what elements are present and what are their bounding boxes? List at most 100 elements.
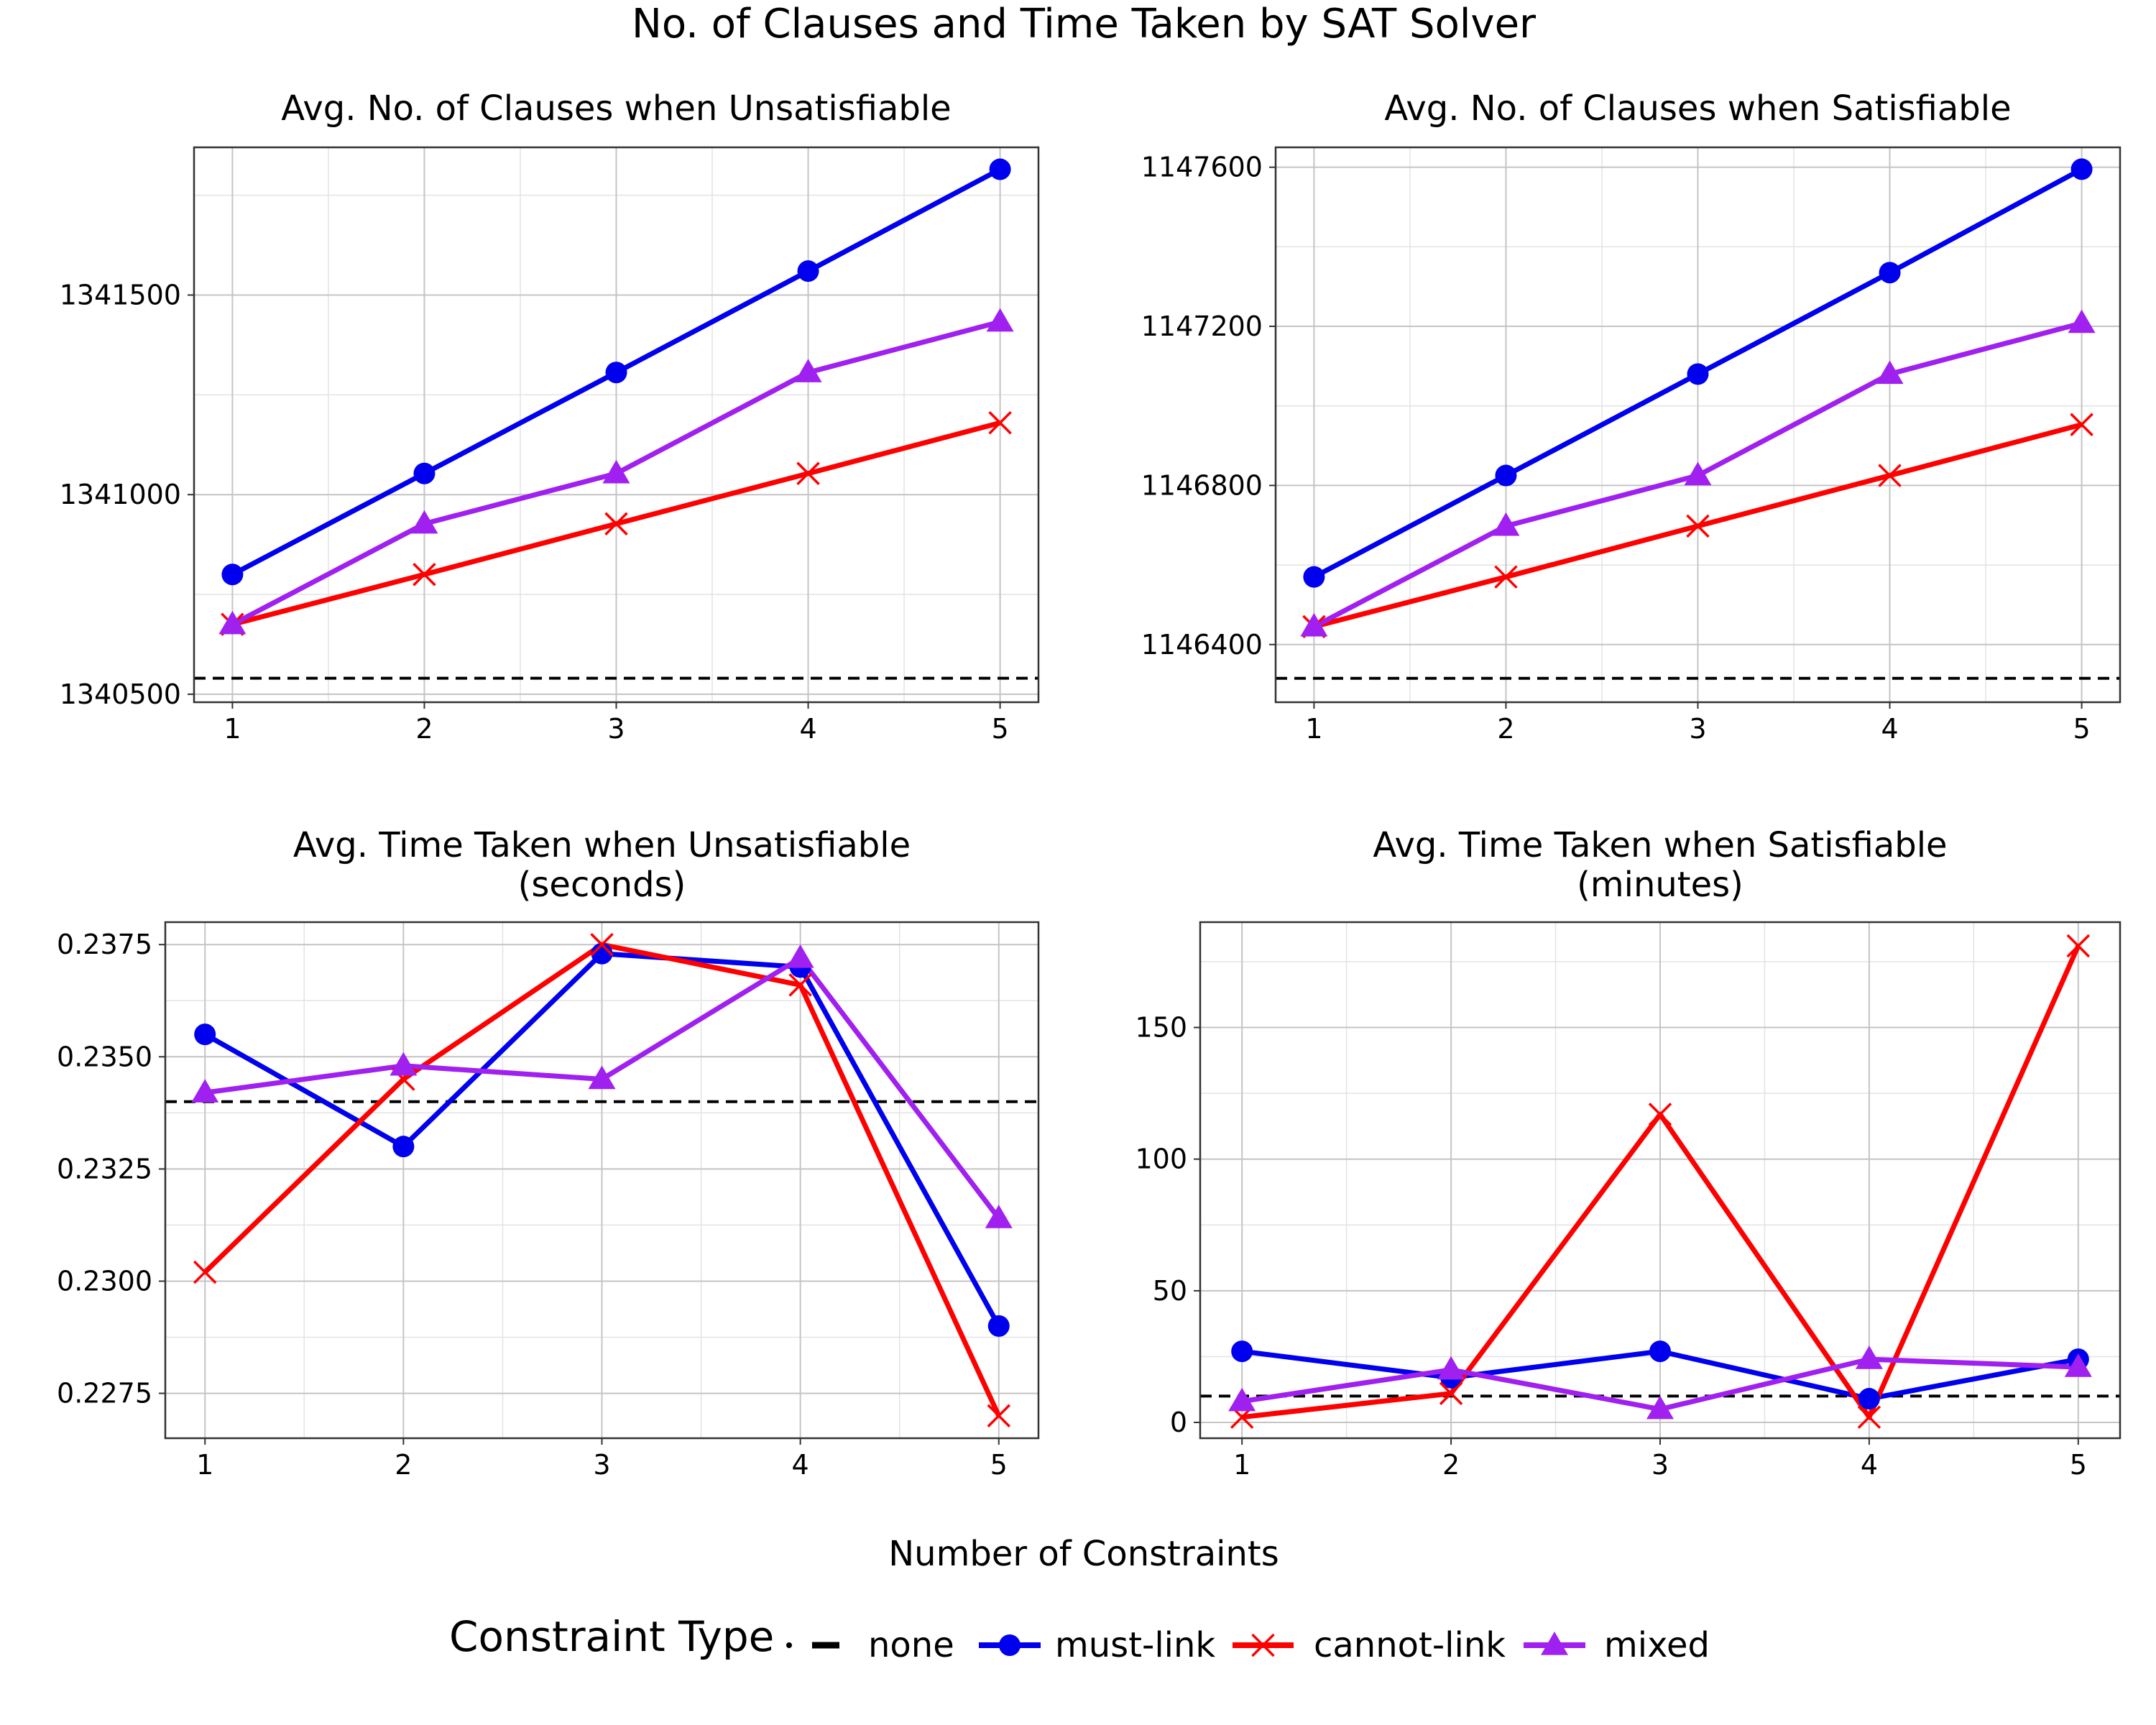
chart-panel-2: Avg. No. of Clauses when Satisfiable 1146…: [1141, 88, 2122, 745]
point-cannot: [2070, 413, 2093, 436]
x-tick-label: 5: [991, 713, 1008, 745]
legend-dot: [786, 1642, 792, 1648]
point-cannot: [604, 512, 628, 535]
point-cannot: [988, 410, 1012, 435]
y-tick-label: 0.2275: [57, 1378, 152, 1409]
point-cannot: [413, 563, 436, 586]
x-tick-label: 3: [593, 1449, 610, 1481]
plot-frame: [1274, 146, 2122, 704]
point-must: [989, 158, 1011, 180]
point-cannot: [193, 1260, 217, 1284]
y-tick-label: 0.2300: [57, 1265, 152, 1297]
point-mixed: [1492, 512, 1520, 536]
chart-panel-3: Avg. Time Taken when Unsatisfiable(secon…: [57, 825, 1040, 1481]
point-must: [1303, 566, 1325, 588]
y-tick-label: 0.2350: [57, 1041, 152, 1072]
legend-item-mixed: mixed: [1524, 1625, 1710, 1665]
y-tick-label: 1147200: [1141, 310, 1263, 342]
point-mixed: [602, 459, 630, 484]
panel-title: Avg. Time Taken when Satisfiable: [1373, 825, 1947, 865]
point-must: [605, 362, 627, 384]
panel-title: (seconds): [518, 865, 686, 905]
point-cannot: [1686, 514, 1710, 538]
point-mixed: [218, 610, 247, 635]
x-tick-label: 3: [607, 713, 625, 745]
point-mixed: [1646, 1395, 1674, 1420]
point-cannot: [1494, 565, 1518, 589]
legend-marker-cannot: [1251, 1633, 1275, 1657]
y-tick-label: 0.2325: [57, 1153, 152, 1184]
point-mixed: [985, 1205, 1013, 1228]
y-tick-label: 1341500: [60, 279, 181, 310]
point-cannot: [1878, 464, 1902, 487]
point-mixed: [1684, 461, 1712, 486]
x-tick-label: 2: [1497, 713, 1514, 745]
point-cannot: [1439, 1381, 1463, 1405]
legend-marker-must: [999, 1634, 1021, 1656]
x-tick-label: 5: [2073, 713, 2090, 745]
x-tick-label: 5: [990, 1449, 1008, 1481]
point-mixed: [410, 510, 438, 534]
chart-panel-1: Avg. No. of Clauses when Unsatisfiable 13…: [60, 88, 1040, 745]
point-cannot: [987, 1404, 1011, 1428]
point-must: [1231, 1340, 1253, 1363]
figure-title: No. of Clauses and Time Taken by SAT Sol…: [632, 1, 1537, 47]
y-tick-label: 0.2375: [57, 929, 152, 960]
x-tick-label: 4: [799, 713, 816, 745]
y-tick-label: 100: [1135, 1144, 1187, 1175]
x-tick-label: 3: [1651, 1449, 1669, 1481]
legend-label: cannot-link: [1314, 1625, 1506, 1665]
point-mixed: [1437, 1356, 1465, 1380]
point-must: [1687, 363, 1709, 385]
y-tick-label: 1147600: [1141, 152, 1263, 183]
legend-item-must: must-link: [979, 1625, 1215, 1665]
x-tick-label: 1: [1305, 713, 1322, 745]
legend-item-none: none: [786, 1625, 954, 1665]
x-tick-label: 2: [1442, 1449, 1460, 1481]
point-mixed: [2064, 1353, 2092, 1377]
point-mixed: [1300, 612, 1328, 637]
point-must: [413, 462, 436, 484]
x-axis-label: Number of Constraints: [888, 1534, 1279, 1574]
point-cannot: [1857, 1405, 1881, 1429]
point-mixed: [794, 359, 822, 382]
y-tick-label: 50: [1153, 1275, 1187, 1307]
point-mixed: [986, 308, 1014, 332]
y-tick-label: 1146800: [1141, 469, 1263, 501]
point-mixed: [2068, 309, 2096, 334]
point-mixed: [786, 944, 814, 968]
y-tick-label: 1146400: [1141, 629, 1263, 661]
y-tick-label: 150: [1135, 1012, 1187, 1044]
plot-frame: [164, 921, 1040, 1440]
x-tick-label: 2: [415, 713, 433, 745]
legend-marker-mixed: [1541, 1632, 1568, 1655]
panel-title: Avg. No. of Clauses when Unsatisfiable: [281, 88, 951, 129]
x-tick-label: 1: [1233, 1449, 1250, 1481]
legend-label: none: [868, 1625, 954, 1665]
point-mixed: [191, 1079, 219, 1103]
x-tick-label: 5: [2070, 1449, 2087, 1481]
x-tick-label: 1: [196, 1449, 213, 1481]
point-mixed: [1228, 1387, 1256, 1412]
legend-title: Constraint Type: [449, 1612, 774, 1661]
panel-title: Avg. No. of Clauses when Satisfiable: [1384, 88, 2011, 129]
point-mixed: [1855, 1346, 1883, 1369]
legend-item-cannot: cannot-link: [1233, 1625, 1506, 1665]
legend-label: mixed: [1604, 1625, 1710, 1665]
point-must: [591, 942, 613, 965]
panel-title: Avg. Time Taken when Unsatisfiable: [293, 825, 911, 865]
panels: Avg. No. of Clauses when Unsatisfiable13…: [57, 88, 2122, 1481]
point-mixed: [1876, 360, 1904, 385]
point-cannot: [590, 932, 614, 957]
chart-panel-4: Avg. Time Taken when Satisfiable(minutes…: [1135, 825, 2122, 1481]
x-tick-label: 4: [1861, 1449, 1878, 1481]
point-must: [392, 1136, 415, 1158]
point-must: [1649, 1340, 1671, 1363]
point-cannot: [1648, 1103, 1672, 1126]
point-must: [1858, 1388, 1880, 1410]
point-must: [2070, 158, 2093, 180]
legend-label: must-link: [1055, 1625, 1215, 1665]
point-cannot: [788, 973, 812, 997]
point-must: [987, 1315, 1010, 1337]
